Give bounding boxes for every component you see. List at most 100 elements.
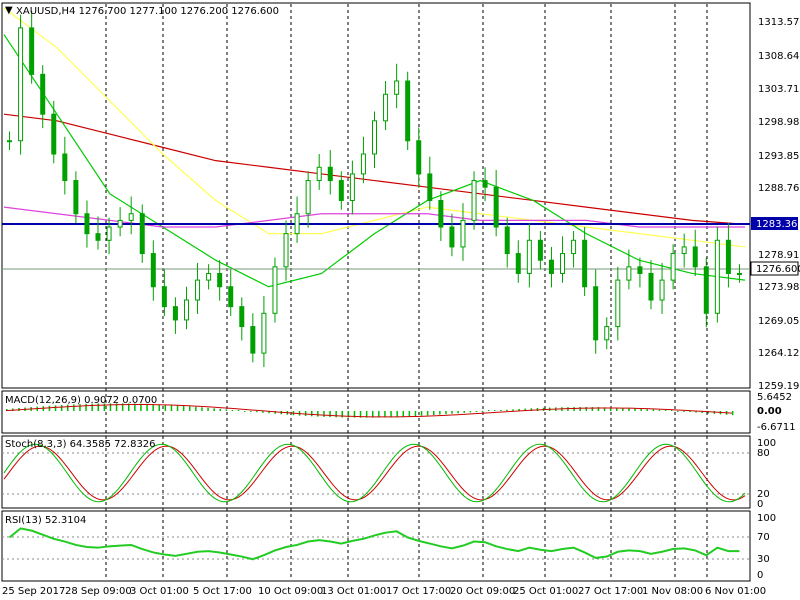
candle-body <box>327 166 333 182</box>
macd-bar <box>451 411 453 414</box>
stoch-panel <box>1 435 751 509</box>
candle-body <box>40 73 46 115</box>
macd-bar <box>463 411 465 413</box>
time-label: 10 Oct 09:00 <box>258 586 323 597</box>
candle-body <box>272 266 278 314</box>
macd-bar <box>384 411 386 418</box>
price-axis: 1313.570 1308.640 1303.710 1298.980 1293… <box>750 17 800 392</box>
macd-bar <box>378 411 380 418</box>
candle-body <box>449 226 455 248</box>
macd-bar <box>475 411 478 412</box>
candle-body <box>51 113 57 155</box>
candle-body <box>438 199 444 228</box>
candle-body <box>537 239 543 261</box>
candle-body <box>305 180 311 215</box>
candle-body <box>548 259 554 274</box>
macd-bar <box>506 409 508 411</box>
macd-bar <box>677 411 679 412</box>
macd-bar <box>140 403 142 411</box>
macd-bar <box>689 411 691 413</box>
price-tick: 1303.710 <box>758 84 800 95</box>
candle-body <box>670 253 676 281</box>
macd-bar <box>512 409 514 411</box>
macd-bar <box>304 411 307 416</box>
macd-tick: 5.6452 <box>757 392 792 403</box>
macd-bar <box>487 410 490 411</box>
stoch-tick: 80 <box>757 448 770 459</box>
stoch-lines <box>2 443 750 503</box>
candle-body <box>195 279 201 301</box>
time-label: 17 Oct 17:00 <box>386 586 451 597</box>
macd-bar <box>323 411 325 417</box>
moving-averages <box>3 7 746 288</box>
macd-bar <box>146 403 148 411</box>
stoch-main-line <box>3 443 746 503</box>
macd-bar <box>628 408 630 411</box>
macd-bar <box>469 411 472 413</box>
macd-bar <box>603 407 606 411</box>
collapse-triangle-icon[interactable]: ▼ <box>5 5 13 16</box>
macd-bar <box>591 407 594 411</box>
candle-body <box>560 253 566 274</box>
macd-bar <box>426 411 429 416</box>
rsi-tick: 0 <box>757 570 763 581</box>
macd-signal-line <box>5 404 732 418</box>
macd-bar <box>573 407 575 411</box>
candle-body <box>316 166 322 182</box>
chart-header: XAUUSD,H4 1276.700 1277.100 1276.200 127… <box>16 6 279 17</box>
candle-body <box>18 27 24 142</box>
stoch-signal-line <box>3 445 746 501</box>
candle-body <box>128 213 134 221</box>
macd-tick: 0.00 <box>757 406 782 417</box>
stoch-tick: 100 <box>757 438 776 449</box>
macd-bar <box>408 411 411 417</box>
macd-bar <box>243 411 246 412</box>
moving-average-line <box>3 34 746 288</box>
candle-body <box>161 286 167 308</box>
macd-bar <box>652 409 655 411</box>
macd-bar <box>128 403 130 411</box>
macd-bar <box>103 403 106 411</box>
macd-bar <box>609 407 612 411</box>
macd-bar <box>530 408 533 411</box>
macd-bar <box>701 411 703 414</box>
macd-bar <box>67 404 69 411</box>
time-axis: 25 Sep 2017 28 Sep 09:00 3 Oct 01:00 5 O… <box>2 586 766 597</box>
macd-bar <box>390 411 392 418</box>
price-tick: 1288.765 <box>758 183 800 194</box>
time-label: 6 Nov 01:00 <box>705 586 766 597</box>
candle-body <box>615 279 621 328</box>
candle-body <box>228 286 234 308</box>
price-tick: 1313.570 <box>758 17 800 28</box>
time-label: 13 Oct 01:00 <box>321 586 386 597</box>
macd-bar <box>152 404 154 411</box>
macd-bar <box>48 405 51 411</box>
candle-body <box>593 286 599 341</box>
candle-body <box>261 312 267 354</box>
macd-bar <box>262 411 264 413</box>
macd-bar <box>225 409 228 411</box>
level-price-tag <box>751 217 798 230</box>
time-label: 25 Sep 2017 <box>2 586 65 597</box>
macd-bar <box>189 406 191 411</box>
macd-bar <box>658 409 661 411</box>
macd-bar <box>372 411 374 418</box>
candle-body <box>84 213 90 235</box>
candle-body <box>493 186 499 228</box>
macd-bar <box>91 403 93 411</box>
current-price-tag <box>750 261 799 276</box>
macd-bar <box>622 407 624 411</box>
macd-bar <box>396 411 398 417</box>
candle-body <box>714 239 720 314</box>
candle-body <box>294 213 300 235</box>
time-label: 28 Sep 09:00 <box>65 586 132 597</box>
rsi-tick: 70 <box>757 532 770 543</box>
candle-body <box>29 27 35 75</box>
candle-body <box>703 266 709 314</box>
price-tick: 1283.363 <box>756 219 800 230</box>
price-tick: 1264.125 <box>758 348 800 359</box>
macd-tick: -6.6711 <box>757 422 796 433</box>
rsi-tick: 100 <box>757 513 776 524</box>
candle-body <box>405 80 411 142</box>
candle-body <box>692 246 698 268</box>
